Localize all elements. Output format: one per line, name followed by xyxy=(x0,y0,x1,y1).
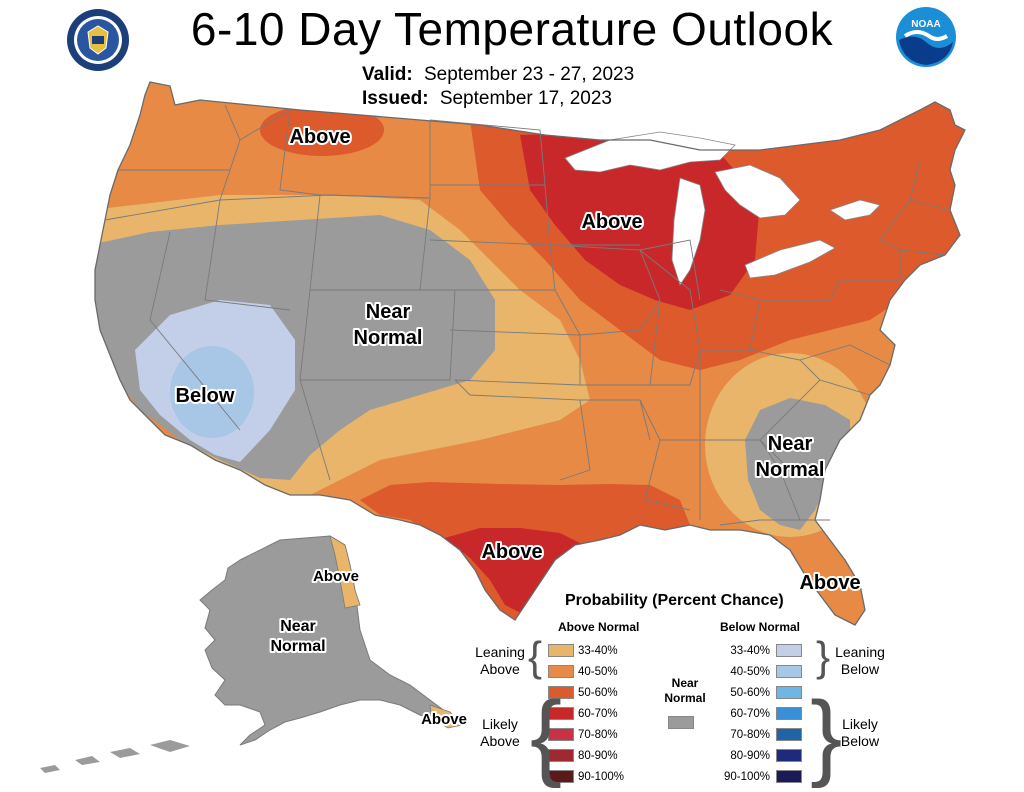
legend-above-swatch-6 xyxy=(548,770,574,783)
legend-below-swatch-6 xyxy=(776,770,802,783)
legend-likely-below: Likely Below xyxy=(830,716,890,750)
legend-below-range-2: 50-60% xyxy=(730,687,770,699)
state-borders xyxy=(94,81,966,626)
label-near-normal-alaska-line2: Normal xyxy=(270,638,325,655)
label-near-normal-southeast-line2: Normal xyxy=(756,459,825,481)
valid-row: Valid: September 23 - 27, 2023 xyxy=(362,64,634,86)
legend-below-range-6: 90-100% xyxy=(723,771,770,783)
valid-dates: September 23 - 27, 2023 xyxy=(423,64,635,85)
legend-below-range-3: 60-70% xyxy=(730,708,770,720)
legend-above-range-4: 70-80% xyxy=(578,729,618,741)
legend-above-range-1: 40-50% xyxy=(578,666,618,678)
legend-likely-above: Likely Above xyxy=(470,716,530,750)
legend-above-swatch-3 xyxy=(548,707,574,720)
near-normal-line1: Near xyxy=(671,676,699,690)
issued-row: Issued: September 17, 2023 xyxy=(362,88,612,110)
legend-above-range-5: 80-90% xyxy=(578,750,618,762)
valid-label: Valid: xyxy=(362,64,413,85)
legend-below-range-1: 40-50% xyxy=(730,666,770,678)
issued-label: Issued: xyxy=(362,88,429,109)
leaning-below-line2: Below xyxy=(840,661,880,677)
legend-leaning-above: Leaning Above xyxy=(470,644,530,678)
legend-above-swatch-5 xyxy=(548,749,574,762)
legend-above-swatch-4 xyxy=(548,728,574,741)
legend-below-swatch-3 xyxy=(776,707,802,720)
legend-leaning-below: Leaning Below xyxy=(830,644,890,678)
legend-title: Probability (Percent Chance) xyxy=(565,592,784,609)
legend-below-swatch-0 xyxy=(776,644,802,657)
label-above-texas: Above xyxy=(481,541,542,563)
issued-date: September 17, 2023 xyxy=(439,88,612,109)
leaning-below-brace: { xyxy=(816,633,831,680)
legend-above-header: Above Normal xyxy=(558,620,640,634)
legend-below-swatch-1 xyxy=(776,665,802,678)
label-above-alaska-east: Above xyxy=(313,568,359,585)
legend-below-swatch-2 xyxy=(776,686,802,699)
likely-below-line1: Likely xyxy=(842,716,878,732)
label-near-normal-alaska-line1: Near xyxy=(280,618,316,635)
map-title: 6-10 Day Temperature Outlook xyxy=(190,3,834,55)
label-below-southwest: Below xyxy=(176,385,235,407)
leaning-above-line1: Leaning xyxy=(475,644,525,660)
label-near-normal-southeast-line1: Near xyxy=(768,433,813,455)
label-above-midwest: Above xyxy=(581,211,642,233)
legend-above-range-3: 60-70% xyxy=(578,708,618,720)
alaska xyxy=(40,535,463,773)
leaning-above-brace: { xyxy=(528,633,543,680)
near-normal-swatch xyxy=(668,716,694,729)
noaa-logo-icon: NOAA xyxy=(896,7,956,67)
likely-above-line2: Above xyxy=(480,733,520,749)
leaning-below-line1: Leaning xyxy=(835,644,885,660)
legend-above-swatch-2 xyxy=(548,686,574,699)
great-lakes xyxy=(564,131,881,286)
legend-above-range-0: 33-40% xyxy=(578,645,618,657)
legend-below-swatch-4 xyxy=(776,728,802,741)
legend-below-swatch-5 xyxy=(776,749,802,762)
likely-above-line1: Likely xyxy=(482,716,518,732)
legend-below-range-5: 80-90% xyxy=(730,750,770,762)
near-normal-line2: Normal xyxy=(664,691,706,705)
legend-near-normal: Near Normal xyxy=(655,676,715,706)
likely-above-brace: { xyxy=(530,682,563,789)
legend-below-range-0: 33-40% xyxy=(730,645,770,657)
label-above-northwest: Above xyxy=(289,126,350,148)
legend-above-range-6: 90-100% xyxy=(578,771,625,783)
probability-legend: Probability (Percent Chance) Above Norma… xyxy=(470,592,885,792)
label-above-alaska-south: Above xyxy=(421,711,467,728)
legend-above-range-2: 50-60% xyxy=(578,687,618,699)
label-above-florida: Above xyxy=(799,572,860,594)
noaa-logo-text: NOAA xyxy=(911,19,940,30)
legend-below-header: Below Normal xyxy=(720,620,801,634)
leaning-above-line2: Above xyxy=(480,661,520,677)
label-near-normal-west-line1: Near xyxy=(366,301,411,323)
label-near-normal-west-line2: Normal xyxy=(354,327,423,349)
legend-above-swatch-0 xyxy=(548,644,574,657)
legend-below-range-4: 70-80% xyxy=(730,729,770,741)
department-of-commerce-seal-icon xyxy=(67,9,129,71)
legend-above-swatch-1 xyxy=(548,665,574,678)
likely-below-line2: Below xyxy=(840,733,880,749)
